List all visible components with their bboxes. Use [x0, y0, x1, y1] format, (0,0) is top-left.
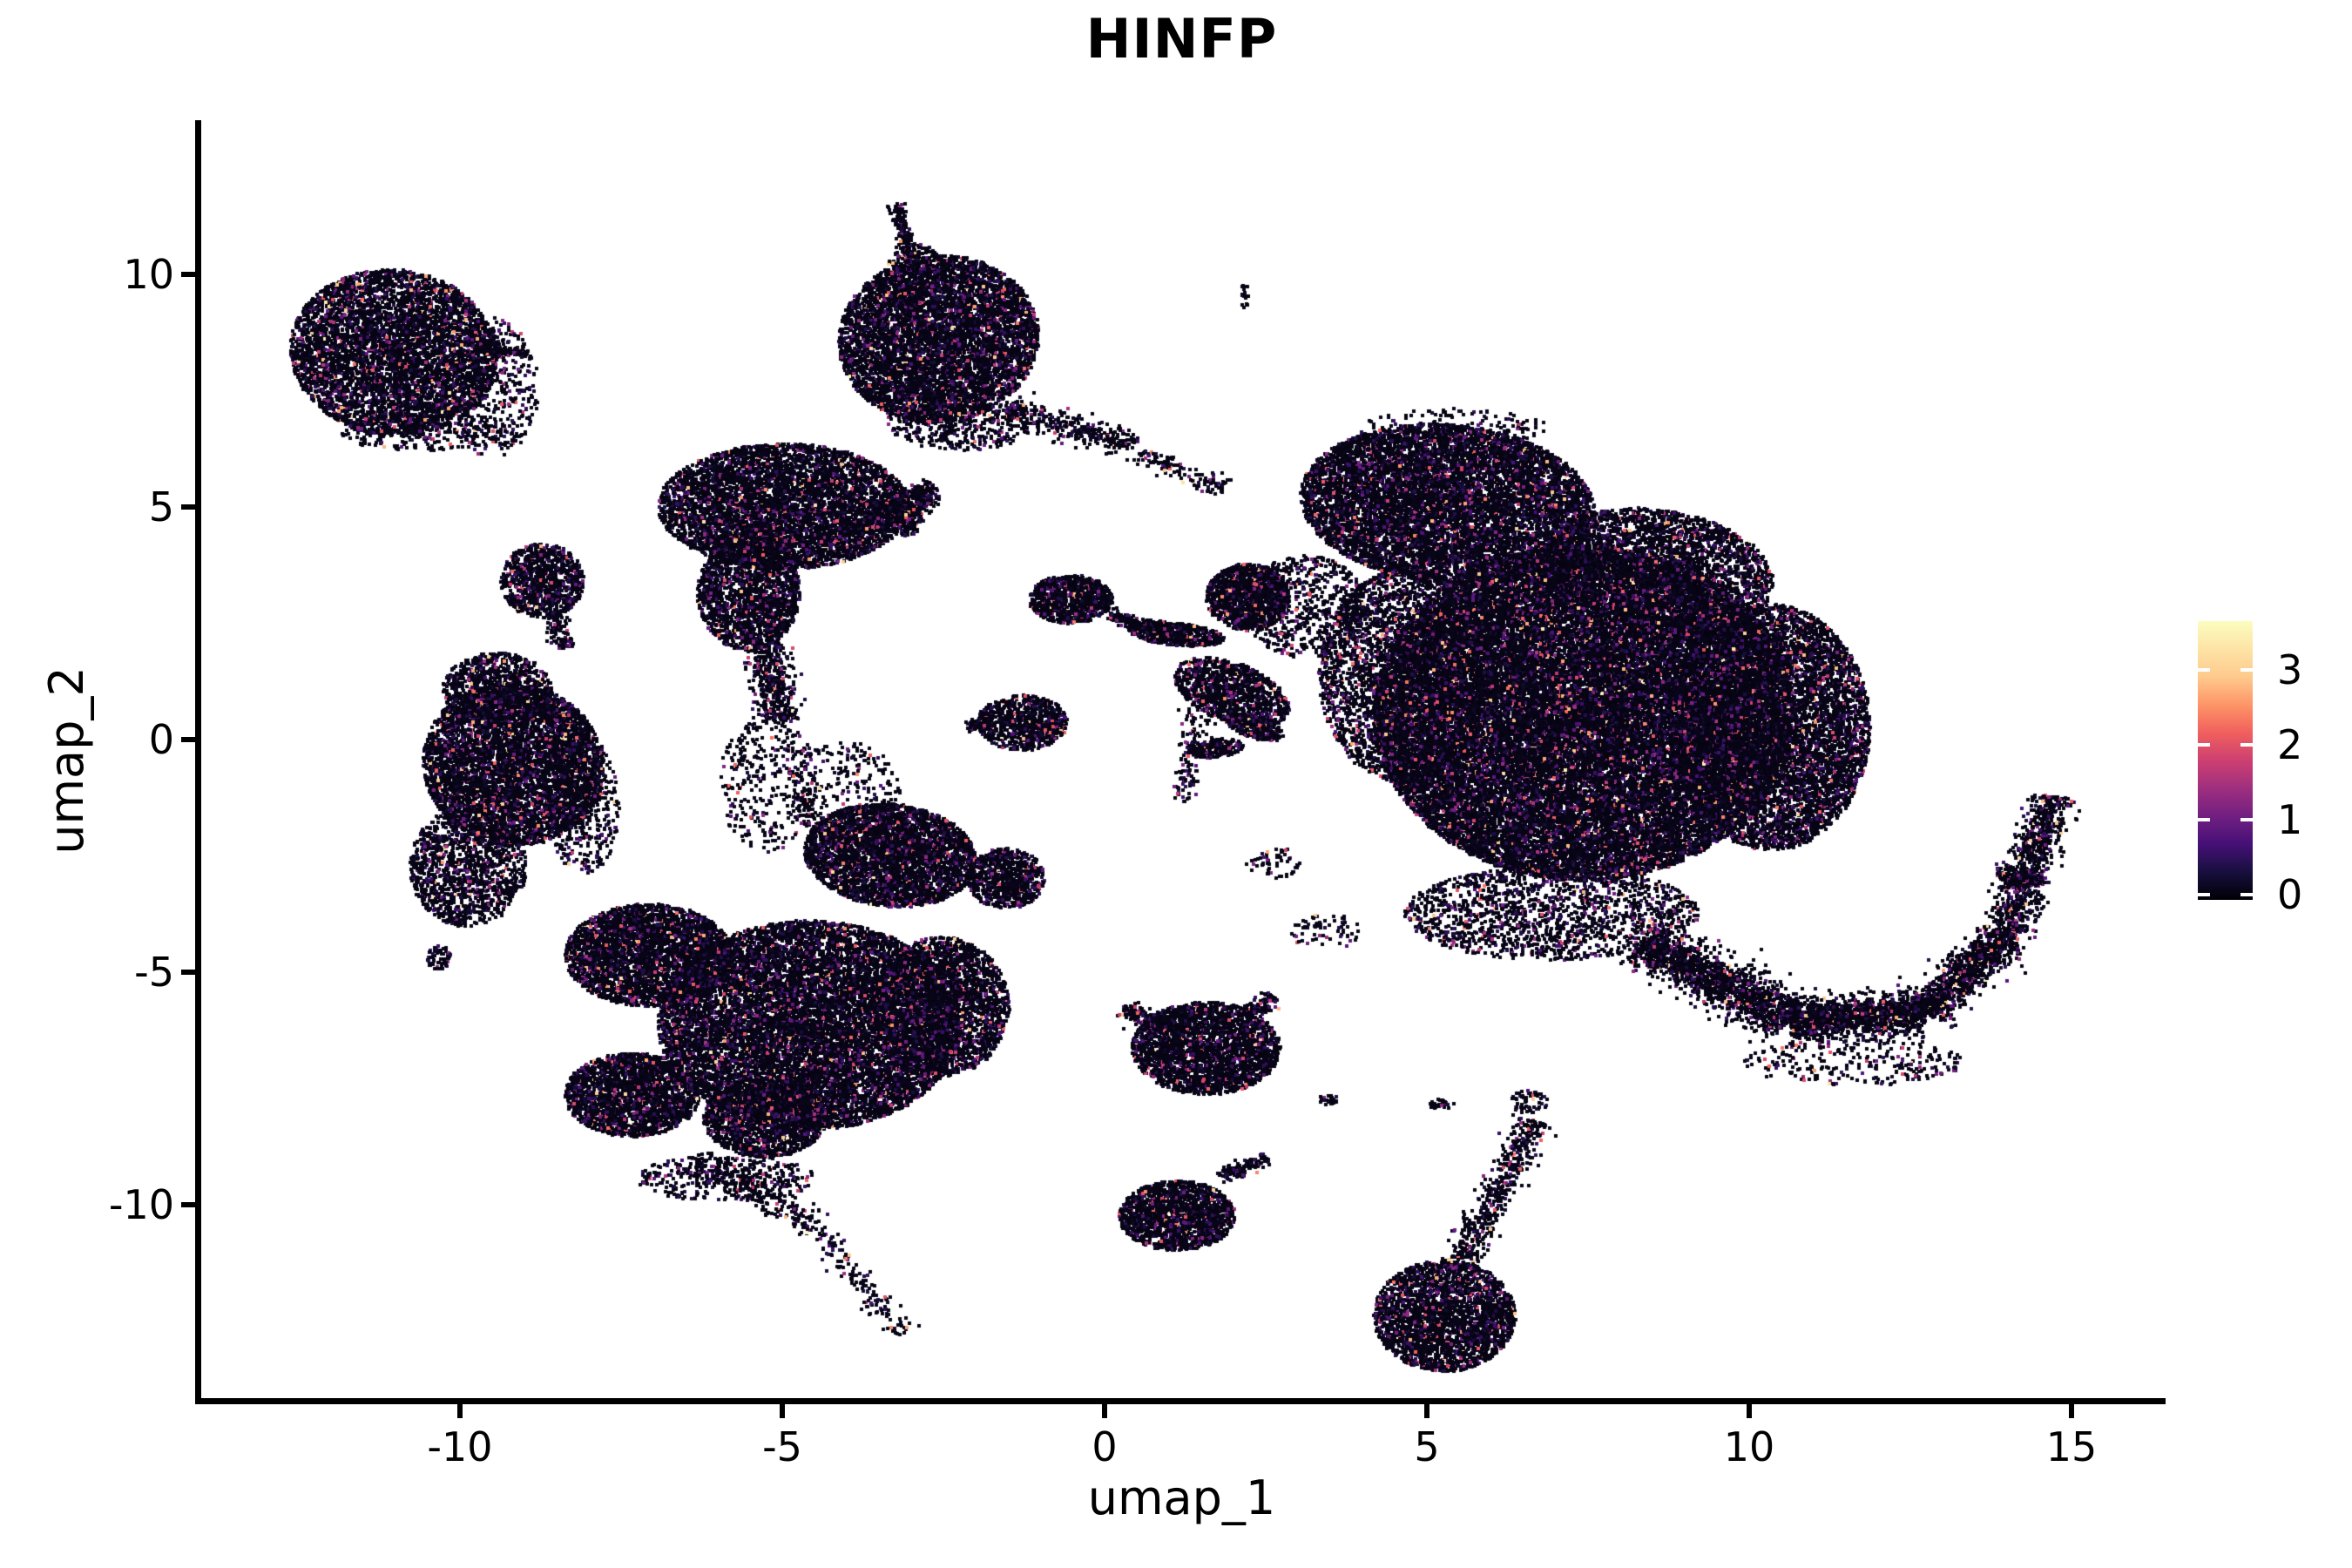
x-tick-mark — [1102, 1404, 1107, 1418]
y-tick-label: 5 — [148, 483, 174, 531]
x-tick-mark — [457, 1404, 463, 1418]
x-axis-title: umap_1 — [1087, 1470, 1276, 1525]
y-axis-title: umap_2 — [39, 666, 94, 855]
x-tick-label: 0 — [1092, 1423, 1118, 1470]
x-tick-mark — [1747, 1404, 1752, 1418]
y-tick-label: -10 — [108, 1181, 174, 1228]
x-tick-label: -10 — [427, 1423, 493, 1470]
y-axis-line — [195, 120, 201, 1404]
x-tick-label: 15 — [2045, 1423, 2098, 1470]
y-tick-label: -5 — [134, 949, 174, 996]
plot-title: HINFP — [1085, 7, 1278, 71]
y-tick-label: 10 — [123, 251, 174, 298]
y-tick-mark — [181, 272, 195, 277]
y-tick-mark — [181, 1202, 195, 1207]
x-axis-line — [195, 1398, 2166, 1404]
x-tick-label: -5 — [762, 1423, 802, 1470]
x-tick-mark — [2069, 1404, 2074, 1418]
x-tick-mark — [1424, 1404, 1429, 1418]
y-tick-label: 0 — [148, 716, 174, 763]
y-tick-mark — [181, 504, 195, 510]
y-tick-mark — [181, 970, 195, 975]
x-tick-label: 5 — [1414, 1423, 1440, 1470]
x-tick-mark — [780, 1404, 785, 1418]
x-tick-label: 10 — [1723, 1423, 1775, 1470]
y-tick-mark — [181, 737, 195, 742]
